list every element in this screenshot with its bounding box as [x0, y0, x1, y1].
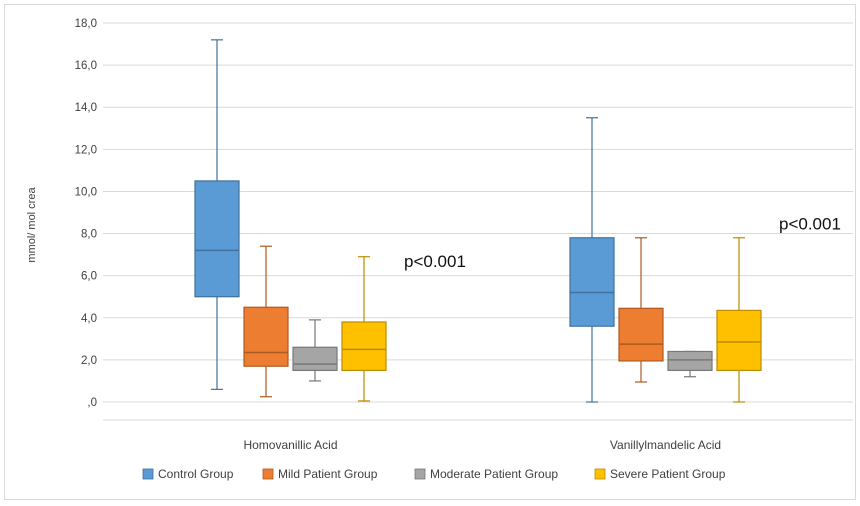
y-axis-label: mmol/ mol crea: [26, 187, 38, 263]
y-tick-label: 4,0: [81, 313, 97, 325]
y-tick-label: 6,0: [81, 271, 97, 283]
box-plot-chart: ,0 2,0 4,0 6,0 8,0 10,0 12,0 14,0 16,0 18,0 mmol/…: [26, 18, 853, 481]
legend-swatch: [142, 468, 154, 480]
legend-swatch: [414, 468, 426, 480]
x-axis-category-labels: Homovanillic Acid Vanillylmandelic Acid: [243, 438, 721, 452]
y-tick-label: 12,0: [75, 144, 97, 156]
box-mild-patient-group: [243, 245, 289, 398]
y-tick-label: 2,0: [81, 355, 97, 367]
legend-item: Moderate Patient Group: [414, 467, 558, 481]
box-severe-patient-group: [716, 237, 762, 403]
box-control-group: [194, 39, 240, 390]
box-iqr: [667, 350, 713, 372]
box-moderate-patient-group: [667, 350, 713, 378]
box-moderate-patient-group: [292, 319, 338, 382]
annotations: p<0.001 p<0.001: [404, 214, 841, 271]
legend-label: Moderate Patient Group: [430, 467, 558, 481]
y-tick-label: 16,0: [75, 60, 97, 72]
box-severe-patient-group: [341, 256, 387, 402]
box-iqr: [341, 321, 387, 372]
legend: Control Group Mild Patient Group Moderate …: [142, 467, 726, 481]
x-category-label: Homovanillic Acid: [243, 438, 337, 452]
legend-label: Mild Patient Group: [278, 467, 378, 481]
legend-swatch: [262, 468, 274, 480]
p-value-annotation: p<0.001: [404, 252, 466, 271]
y-tick-label: 14,0: [75, 102, 97, 114]
box-iqr: [569, 237, 615, 327]
box-iqr: [716, 309, 762, 372]
legend-swatch: [594, 468, 606, 480]
legend-label: Control Group: [158, 467, 234, 481]
y-tick-label: 8,0: [81, 229, 97, 241]
y-tick-label: 10,0: [75, 186, 97, 198]
box-iqr: [243, 306, 289, 367]
legend-item: Severe Patient Group: [594, 467, 726, 481]
box-iqr: [292, 346, 338, 372]
y-tick-label: 18,0: [75, 18, 97, 30]
box-control-group: [569, 117, 615, 403]
y-tick-label: ,0: [87, 397, 97, 409]
legend-label: Severe Patient Group: [610, 467, 726, 481]
box-iqr: [194, 180, 240, 298]
x-category-label: Vanillylmandelic Acid: [610, 438, 721, 452]
legend-item: Control Group: [142, 467, 234, 481]
p-value-annotation: p<0.001: [779, 214, 841, 233]
box-series: [194, 39, 762, 403]
box-iqr: [618, 307, 664, 362]
chart-frame: ,0 2,0 4,0 6,0 8,0 10,0 12,0 14,0 16,0 18,0 mmol/…: [4, 4, 856, 500]
legend-item: Mild Patient Group: [262, 467, 378, 481]
y-axis-ticks: ,0 2,0 4,0 6,0 8,0 10,0 12,0 14,0 16,0 18,0: [75, 18, 97, 409]
box-mild-patient-group: [618, 237, 664, 383]
